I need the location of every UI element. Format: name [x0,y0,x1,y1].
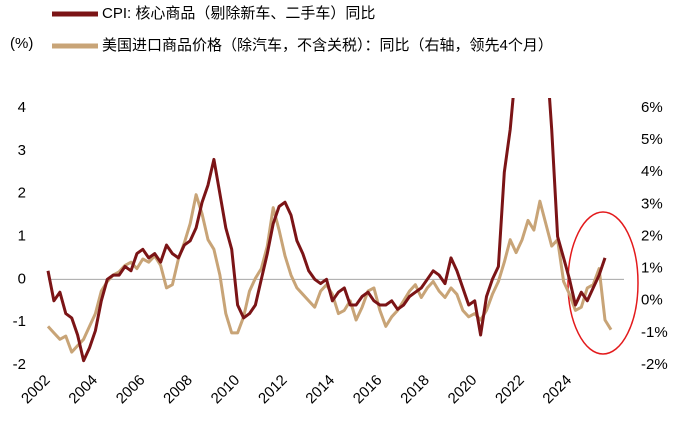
x-tick-label: 2024 [539,372,575,408]
x-tick-label: 2012 [255,372,291,408]
x-tick-label: 2022 [492,372,528,408]
y2-tick-label: 3% [641,195,663,212]
series-line [46,98,607,363]
y-tick-label: 2 [18,185,26,202]
y2-tick-label: 4% [641,163,663,180]
series-line [46,193,613,354]
y2-tick-label: 0% [641,292,663,309]
y2-tick-label: 2% [641,227,663,244]
x-tick-label: 2008 [160,372,196,408]
y-tick-label: 1 [18,227,26,244]
y-tick-label: -1 [13,313,26,330]
x-tick-label: 2002 [18,372,54,408]
y-axis-label: (%) [10,35,33,52]
y2-tick-label: -2% [641,356,668,373]
legend-label: CPI: 核心商品（剔除新车、二手车）同比 [102,5,375,22]
highlight-ellipse [567,211,639,355]
y2-tick-label: 6% [641,99,663,116]
y-tick-label: 0 [18,270,26,287]
y2-tick-label: 5% [641,131,663,148]
y-tick-label: 3 [18,142,26,159]
y2-tick-label: -1% [641,324,668,341]
legend-label: 美国进口商品价格（除汽车，不含关税）：同比（右轴，领先4个月） [102,37,553,54]
x-tick-label: 2020 [445,372,481,408]
plot-area [46,98,613,363]
x-tick-label: 2014 [302,372,338,408]
y-tick-label: 4 [18,99,26,116]
y-tick-label: -2 [13,356,26,373]
x-tick-label: 2010 [208,372,244,408]
x-tick-label: 2016 [350,372,386,408]
x-tick-label: 2018 [397,372,433,408]
y2-tick-label: 1% [641,260,663,277]
x-tick-label: 2006 [113,372,149,408]
x-tick-label: 2004 [65,372,101,408]
